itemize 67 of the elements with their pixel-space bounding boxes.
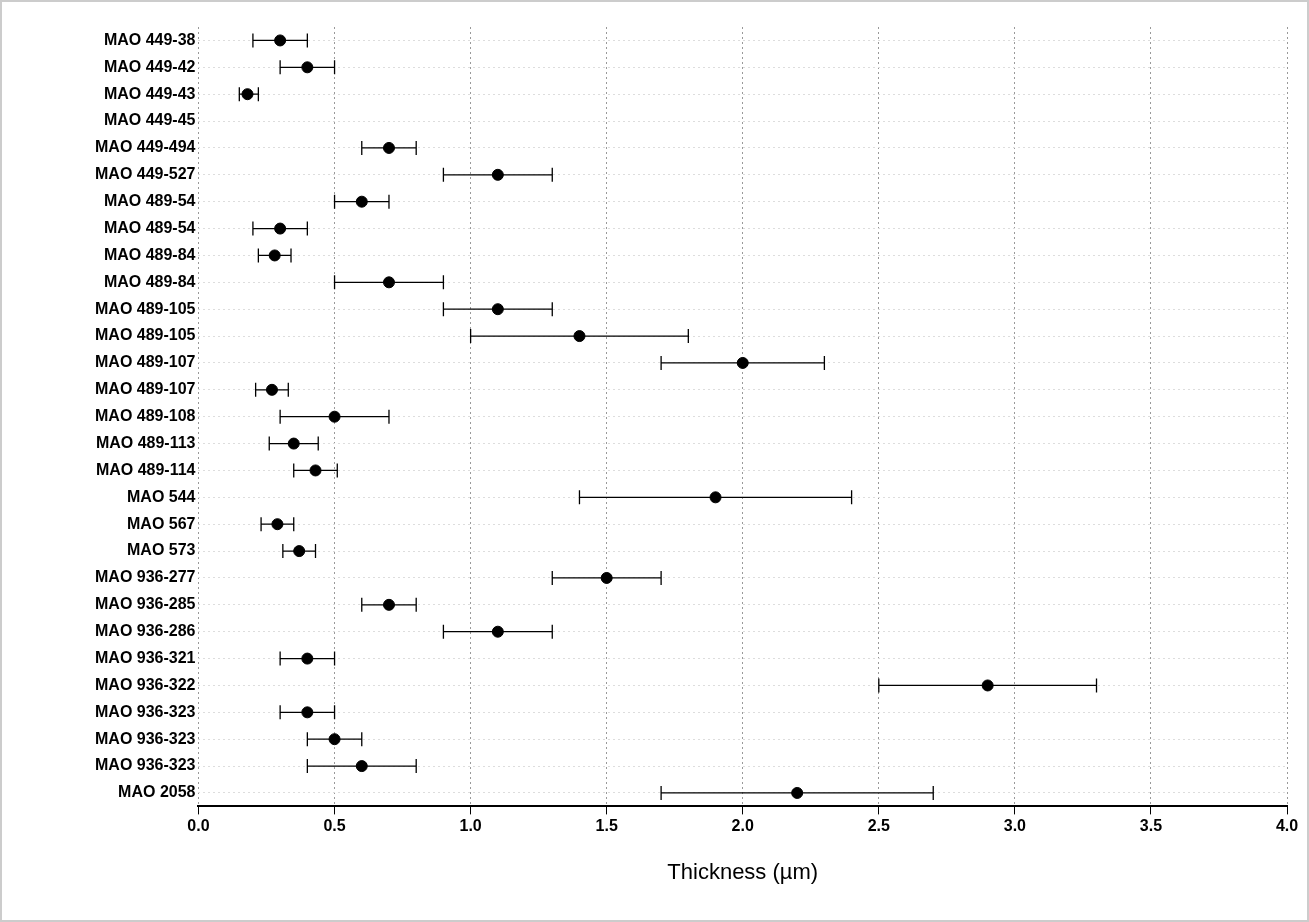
point bbox=[491, 303, 504, 316]
y-tick-label: MAO 567 bbox=[127, 514, 196, 532]
point bbox=[382, 276, 395, 289]
point bbox=[600, 571, 613, 584]
point bbox=[328, 733, 341, 746]
x-tick-label: 0.5 bbox=[323, 817, 346, 835]
point bbox=[241, 88, 254, 101]
x-tick-label: 0.0 bbox=[187, 817, 210, 835]
y-tick-label: MAO 936-321 bbox=[94, 648, 196, 666]
point bbox=[268, 249, 281, 262]
y-tick-label: MAO 449-494 bbox=[94, 138, 196, 156]
point bbox=[265, 383, 278, 396]
x-tick-label: 1.0 bbox=[459, 817, 482, 835]
point bbox=[573, 330, 586, 343]
x-tick-label: 2.5 bbox=[867, 817, 891, 835]
x-tick-label: 2.0 bbox=[731, 817, 754, 835]
y-tick-label: MAO 449-45 bbox=[103, 111, 196, 129]
x-tick-label: 1.5 bbox=[595, 817, 618, 835]
y-tick-label: MAO 489-107 bbox=[94, 380, 196, 398]
point bbox=[709, 491, 722, 504]
point bbox=[293, 545, 306, 558]
x-axis-title: Thickness (µm) bbox=[667, 858, 819, 884]
point bbox=[274, 222, 287, 235]
y-tick-label: MAO 489-107 bbox=[94, 353, 196, 371]
point bbox=[981, 679, 994, 692]
y-tick-label: MAO 489-54 bbox=[103, 192, 196, 210]
x-tick-label: 3.0 bbox=[1003, 817, 1027, 835]
point bbox=[271, 518, 284, 531]
point bbox=[382, 141, 395, 154]
y-tick-label: MAO 936-323 bbox=[94, 756, 196, 774]
y-tick-label: MAO 936-277 bbox=[94, 568, 196, 586]
point bbox=[382, 598, 395, 611]
y-tick-label: MAO 449-43 bbox=[103, 84, 196, 102]
y-tick-label: MAO 2058 bbox=[118, 783, 196, 801]
point bbox=[736, 356, 749, 369]
point bbox=[491, 625, 504, 638]
point bbox=[301, 706, 314, 719]
y-tick-label: MAO 489-105 bbox=[94, 299, 196, 317]
y-tick-label: MAO 936-285 bbox=[94, 595, 196, 613]
y-tick-label: MAO 936-323 bbox=[94, 702, 196, 720]
x-tick-label: 3.5 bbox=[1139, 817, 1163, 835]
y-tick-label: MAO 544 bbox=[127, 487, 196, 505]
point bbox=[287, 437, 300, 450]
y-tick-label: MAO 936-323 bbox=[94, 729, 196, 747]
y-tick-label: MAO 936-322 bbox=[94, 675, 196, 693]
point bbox=[355, 760, 368, 773]
y-tick-label: MAO 449-527 bbox=[94, 165, 196, 183]
point bbox=[301, 652, 314, 665]
point bbox=[355, 195, 368, 208]
y-tick-label: MAO 489-114 bbox=[95, 460, 196, 478]
y-tick-label: MAO 936-286 bbox=[94, 622, 196, 640]
y-tick-label: MAO 449-38 bbox=[103, 30, 196, 48]
point bbox=[491, 168, 504, 181]
y-tick-label: MAO 489-84 bbox=[103, 272, 196, 290]
y-tick-label: MAO 449-42 bbox=[103, 57, 196, 75]
point bbox=[274, 34, 287, 47]
point bbox=[309, 464, 322, 477]
y-tick-label: MAO 489-105 bbox=[94, 326, 196, 344]
y-tick-label: MAO 489-108 bbox=[94, 407, 196, 425]
y-tick-label: MAO 573 bbox=[127, 541, 196, 559]
point bbox=[791, 786, 804, 799]
point bbox=[328, 410, 341, 423]
point bbox=[301, 61, 314, 74]
x-tick-label: 4.0 bbox=[1275, 817, 1299, 835]
y-tick-label: MAO 489-54 bbox=[103, 218, 196, 236]
y-tick-label: MAO 489-84 bbox=[103, 245, 196, 263]
y-tick-label: MAO 489-113 bbox=[95, 433, 196, 451]
